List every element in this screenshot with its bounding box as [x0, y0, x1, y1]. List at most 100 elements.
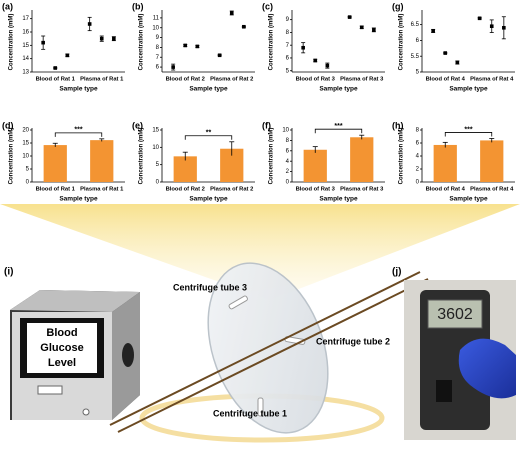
x-tick-label: Plasma of Rat 3 — [340, 77, 384, 83]
x-axis-label: Sample type — [59, 196, 98, 203]
y-tick-label: 10 — [152, 145, 159, 151]
funnel — [0, 204, 520, 300]
x-tick-label: Blood of Rat 3 — [296, 77, 336, 83]
tube-label: Centrifuge tube 3 — [173, 282, 247, 292]
bar — [43, 145, 67, 182]
y-tick-label: 16 — [22, 30, 29, 36]
panel-label: (d) — [2, 120, 14, 130]
x-tick-label: Blood of Rat 3 — [296, 187, 336, 193]
point — [372, 28, 376, 32]
y-tick-label: 15 — [22, 141, 29, 147]
y-tick-label: 9 — [286, 17, 290, 23]
point — [313, 58, 318, 63]
significance-bracket — [54, 132, 103, 137]
x-axis-label: Sample type — [449, 196, 488, 203]
x-axis-label: Sample type — [189, 196, 228, 203]
panel-label: (g) — [392, 1, 404, 11]
y-axis-label: Concentration (mM) — [139, 14, 145, 71]
y-axis-label: Concentration (mM) — [269, 14, 275, 71]
significance-bracket — [444, 132, 493, 137]
device-screen-inner — [27, 323, 97, 373]
point — [171, 65, 175, 69]
y-axis-label: Concentration (mM) — [139, 128, 145, 185]
y-tick-label: 5.5 — [411, 54, 420, 60]
y-tick-label: 8 — [286, 30, 290, 36]
y-tick-label: 9 — [156, 35, 160, 41]
point — [195, 44, 200, 49]
bar — [90, 140, 114, 182]
point — [477, 16, 482, 21]
significance-label: *** — [74, 127, 82, 134]
x-axis-label: Sample type — [189, 86, 228, 93]
x-tick-label: Plasma of Rat 1 — [80, 77, 124, 83]
device-port — [122, 343, 134, 367]
x-tick-label: Blood of Rat 2 — [166, 77, 205, 83]
point — [489, 24, 494, 29]
device-button — [82, 408, 90, 416]
x-tick-label: Plasma of Rat 3 — [340, 187, 384, 193]
y-tick-label: 8 — [416, 128, 420, 134]
point — [65, 53, 70, 58]
panel-label: (b) — [132, 1, 144, 11]
x-tick-label: Plasma of Rat 2 — [210, 187, 253, 193]
point — [242, 24, 246, 29]
tube-label: Centrifuge tube 1 — [213, 408, 287, 418]
significance-bracket — [184, 135, 233, 140]
point — [99, 36, 104, 41]
bar — [350, 137, 374, 182]
tachometer-key — [436, 380, 452, 402]
point — [301, 45, 305, 50]
significance-label: ** — [206, 130, 212, 137]
y-axis-label: Concentration (mM) — [399, 128, 405, 185]
y-axis-label: Concentration (mM) — [269, 128, 275, 185]
y-tick-label: 5 — [286, 68, 290, 74]
y-tick-label: 5 — [26, 167, 30, 173]
y-tick-label: 6 — [416, 38, 420, 44]
y-axis-label: Concentration (mM) — [9, 14, 15, 71]
y-tick-label: 4 — [416, 154, 420, 160]
x-tick-label: Blood of Rat 4 — [426, 187, 466, 193]
y-tick-label: 13 — [22, 70, 29, 76]
y-tick-label: 6.5 — [411, 22, 420, 28]
bar — [220, 148, 244, 182]
x-tick-label: Plasma of Rat 4 — [470, 77, 514, 83]
charts: (a) Concentration (mM) 13 14 15 16 17 Blood of … — [2, 1, 515, 203]
point — [53, 66, 58, 70]
x-tick-label: Plasma of Rat 4 — [470, 187, 514, 193]
x-tick-label: Blood of Rat 4 — [426, 77, 466, 83]
y-tick-label: 8 — [286, 138, 290, 144]
point — [502, 25, 506, 30]
x-axis-label: Sample type — [449, 86, 488, 93]
shaft — [109, 271, 421, 426]
y-axis-label: Concentration (mM) — [9, 128, 15, 185]
y-tick-label: 15 — [22, 43, 29, 49]
point — [112, 36, 116, 41]
photo: (j) 3602 — [392, 267, 516, 440]
point — [87, 22, 92, 26]
y-tick-label: 11 — [153, 15, 160, 21]
point — [443, 51, 448, 55]
y-tick-label: 6 — [286, 56, 290, 62]
screen-text-line: Blood — [46, 327, 77, 339]
y-tick-label: 5 — [416, 70, 420, 76]
screen-text-line: Level — [48, 357, 76, 369]
y-tick-label: 2 — [416, 167, 420, 173]
y-tick-label: 10 — [282, 128, 289, 134]
panel-label: (c) — [262, 1, 273, 11]
y-tick-label: 14 — [22, 56, 29, 62]
point — [183, 43, 188, 48]
y-axis-label: Concentration (mM) — [399, 14, 405, 71]
device-top — [10, 290, 140, 312]
x-tick-label: Blood of Rat 1 — [36, 77, 76, 83]
x-tick-label: Blood of Rat 2 — [166, 187, 205, 193]
glove — [458, 338, 516, 399]
point — [325, 63, 330, 68]
y-tick-label: 2 — [286, 169, 290, 175]
y-tick-label: 15 — [152, 128, 159, 134]
significance-label: *** — [464, 126, 472, 133]
tube-slot — [257, 397, 264, 417]
y-tick-label: 6 — [286, 148, 290, 154]
y-tick-label: 5 — [156, 162, 160, 168]
y-tick-label: 0 — [156, 180, 160, 186]
